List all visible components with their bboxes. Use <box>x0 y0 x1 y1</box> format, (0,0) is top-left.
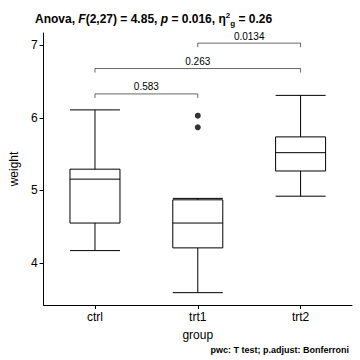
svg-text:(2,27) = 4.85,: (2,27) = 4.85, <box>86 12 161 26</box>
svg-text:0.0134: 0.0134 <box>234 31 265 42</box>
svg-text:= 0.26: = 0.26 <box>235 12 272 26</box>
svg-text:6: 6 <box>31 111 38 125</box>
svg-text:Anova,: Anova, <box>35 12 78 26</box>
svg-text:4: 4 <box>31 256 38 270</box>
svg-text:T test: T test <box>234 345 258 355</box>
svg-text:0.263: 0.263 <box>185 56 210 67</box>
svg-text:trt2: trt2 <box>292 310 310 324</box>
svg-text:weight: weight <box>7 151 21 187</box>
svg-text:5: 5 <box>31 183 38 197</box>
svg-text:η: η <box>218 12 225 26</box>
svg-text:F: F <box>78 12 86 26</box>
svg-text:trt1: trt1 <box>189 310 207 324</box>
svg-text:7: 7 <box>31 38 38 52</box>
svg-text:0.583: 0.583 <box>134 81 159 92</box>
svg-text:= 0.016,: = 0.016, <box>168 12 218 26</box>
svg-text:; p.adjust:: ; p.adjust: <box>258 345 304 355</box>
svg-text:Bonferroni: Bonferroni <box>303 345 349 355</box>
svg-text:pwc:: pwc: <box>211 345 234 355</box>
svg-text:p: p <box>160 12 168 26</box>
svg-text:ctrl: ctrl <box>87 310 103 324</box>
svg-text:2: 2 <box>225 10 231 20</box>
svg-text:group: group <box>182 328 213 342</box>
svg-text:g: g <box>230 18 236 28</box>
